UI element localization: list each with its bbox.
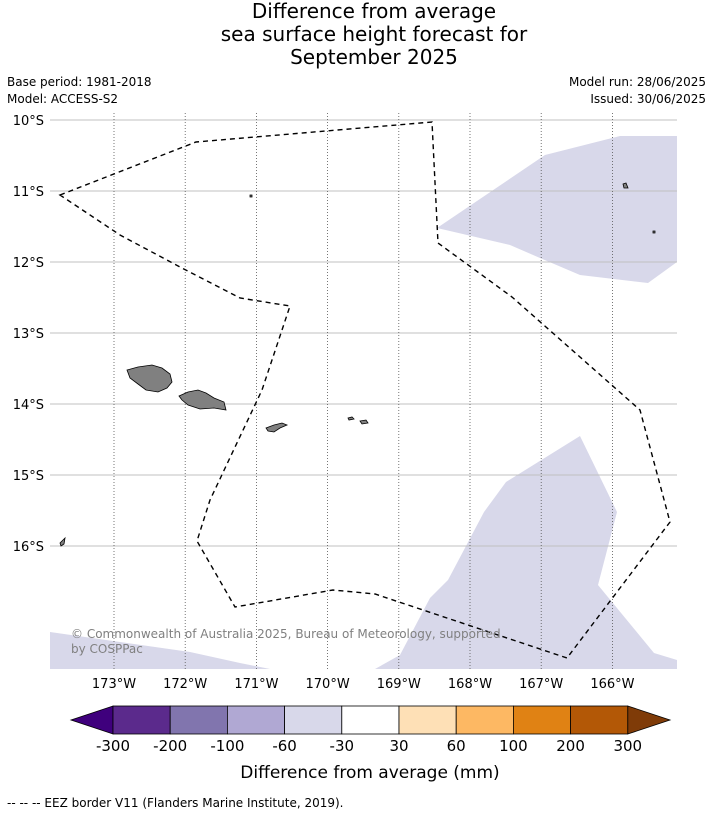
- colorbar-tick-labels: -300 -200 -100 -60 -30 30 60 100 200 300: [96, 737, 642, 755]
- lat-tick-label: 13°S: [13, 327, 44, 342]
- anomaly-region-southwest: [50, 632, 270, 669]
- colorbar-cells: [69, 705, 672, 735]
- colorbar-extend-low: [69, 705, 114, 735]
- colorbar-cell: [513, 705, 572, 735]
- colorbar-cell: [398, 705, 457, 735]
- colorbar-cell: [112, 705, 171, 735]
- island-tutuila: [265, 422, 289, 433]
- islet-west: [59, 536, 66, 547]
- model-name: Model: ACCESS-S2: [7, 92, 119, 106]
- map-title: Difference from average sea surface heig…: [0, 0, 713, 69]
- island-savaii: [126, 364, 173, 393]
- island-upolu: [178, 389, 227, 411]
- lat-tick-label: 14°S: [13, 398, 44, 413]
- issued-date: Issued: 30/06/2025: [590, 92, 706, 106]
- latitude-labels: 10°S 11°S 12°S 13°S 14°S 15°S 16°S: [13, 114, 44, 555]
- copyright-line-2: by COSPPac: [71, 642, 143, 656]
- colorbar-cell: [341, 705, 400, 735]
- longitude-labels: 173°W 172°W 171°W 170°W 169°W 168°W 167°W 166°W: [92, 677, 635, 692]
- colorbar-tick-label: -100: [210, 737, 244, 755]
- model-run: Model run: 28/06/2025: [568, 75, 706, 89]
- lon-tick-label: 172°W: [163, 677, 207, 692]
- colorbar: -300 -200 -100 -60 -30 30 60 100 200 300 Differen…: [69, 705, 672, 783]
- colorbar-cell: [226, 705, 285, 735]
- colorbar-tick-label: -200: [153, 737, 187, 755]
- islet-north: [249, 194, 253, 198]
- colorbar-cell: [570, 705, 629, 735]
- colorbar-tick-label: 100: [499, 737, 528, 755]
- island-manua-2: [359, 419, 369, 425]
- colorbar-tick-label: 300: [613, 737, 642, 755]
- lat-tick-label: 16°S: [13, 540, 44, 555]
- eez-border-outer: [58, 121, 671, 659]
- colorbar-extend-high: [627, 705, 672, 735]
- base-period: Base period: 1981-2018: [7, 75, 152, 89]
- islet-east-1: [622, 182, 629, 189]
- land: [59, 182, 656, 547]
- meta-right: Model run: 28/06/2025 Issued: 30/06/2025: [569, 74, 706, 108]
- title-line-1: Difference from average: [251, 0, 497, 23]
- eez-borders: [58, 121, 671, 659]
- lon-tick-label: 166°W: [590, 677, 634, 692]
- colorbar-cell: [284, 705, 343, 735]
- title-line-3: September 2025: [290, 45, 458, 69]
- lon-tick-label: 170°W: [306, 677, 350, 692]
- lat-tick-label: 12°S: [13, 256, 44, 271]
- anomaly-region-northeast: [437, 136, 677, 283]
- colorbar-cell: [169, 705, 228, 735]
- lat-tick-label: 15°S: [13, 469, 44, 484]
- lat-tick-label: 11°S: [13, 185, 44, 200]
- gridlines: [50, 113, 677, 669]
- island-manua-1: [347, 416, 355, 421]
- colorbar-label: Difference from average (mm): [240, 763, 499, 783]
- colorbar-tick-label: 60: [447, 737, 466, 755]
- colorbar-tick-label: -300: [96, 737, 130, 755]
- colorbar-tick-label: -60: [272, 737, 297, 755]
- copyright-line-1: © Commonwealth of Australia 2025, Bureau…: [71, 627, 501, 641]
- lon-tick-label: 169°W: [377, 677, 421, 692]
- colorbar-tick-label: -30: [330, 737, 355, 755]
- map-panel: 10°S11°S12°S13°S14°S15°S16°S 173°W 172°W 1…: [13, 113, 677, 692]
- colorbar-tick-label: 200: [556, 737, 585, 755]
- colorbar-cell: [455, 705, 514, 735]
- lat-tick-label: 10°S: [13, 114, 44, 129]
- lon-tick-label: 168°W: [448, 677, 492, 692]
- lon-tick-label: 171°W: [234, 677, 278, 692]
- anomaly-region-southeast: [375, 436, 677, 669]
- lon-tick-label: 167°W: [519, 677, 563, 692]
- lon-tick-label: 173°W: [92, 677, 136, 692]
- title-line-2: sea surface height forecast for: [220, 22, 528, 46]
- colorbar-tick-label: 30: [389, 737, 408, 755]
- meta-left: Base period: 1981-2018 Model: ACCESS-S2: [7, 74, 152, 108]
- eez-footnote: -- -- -- EEZ border V11 (Flanders Marine…: [7, 796, 344, 810]
- islet-east-2: [652, 230, 656, 234]
